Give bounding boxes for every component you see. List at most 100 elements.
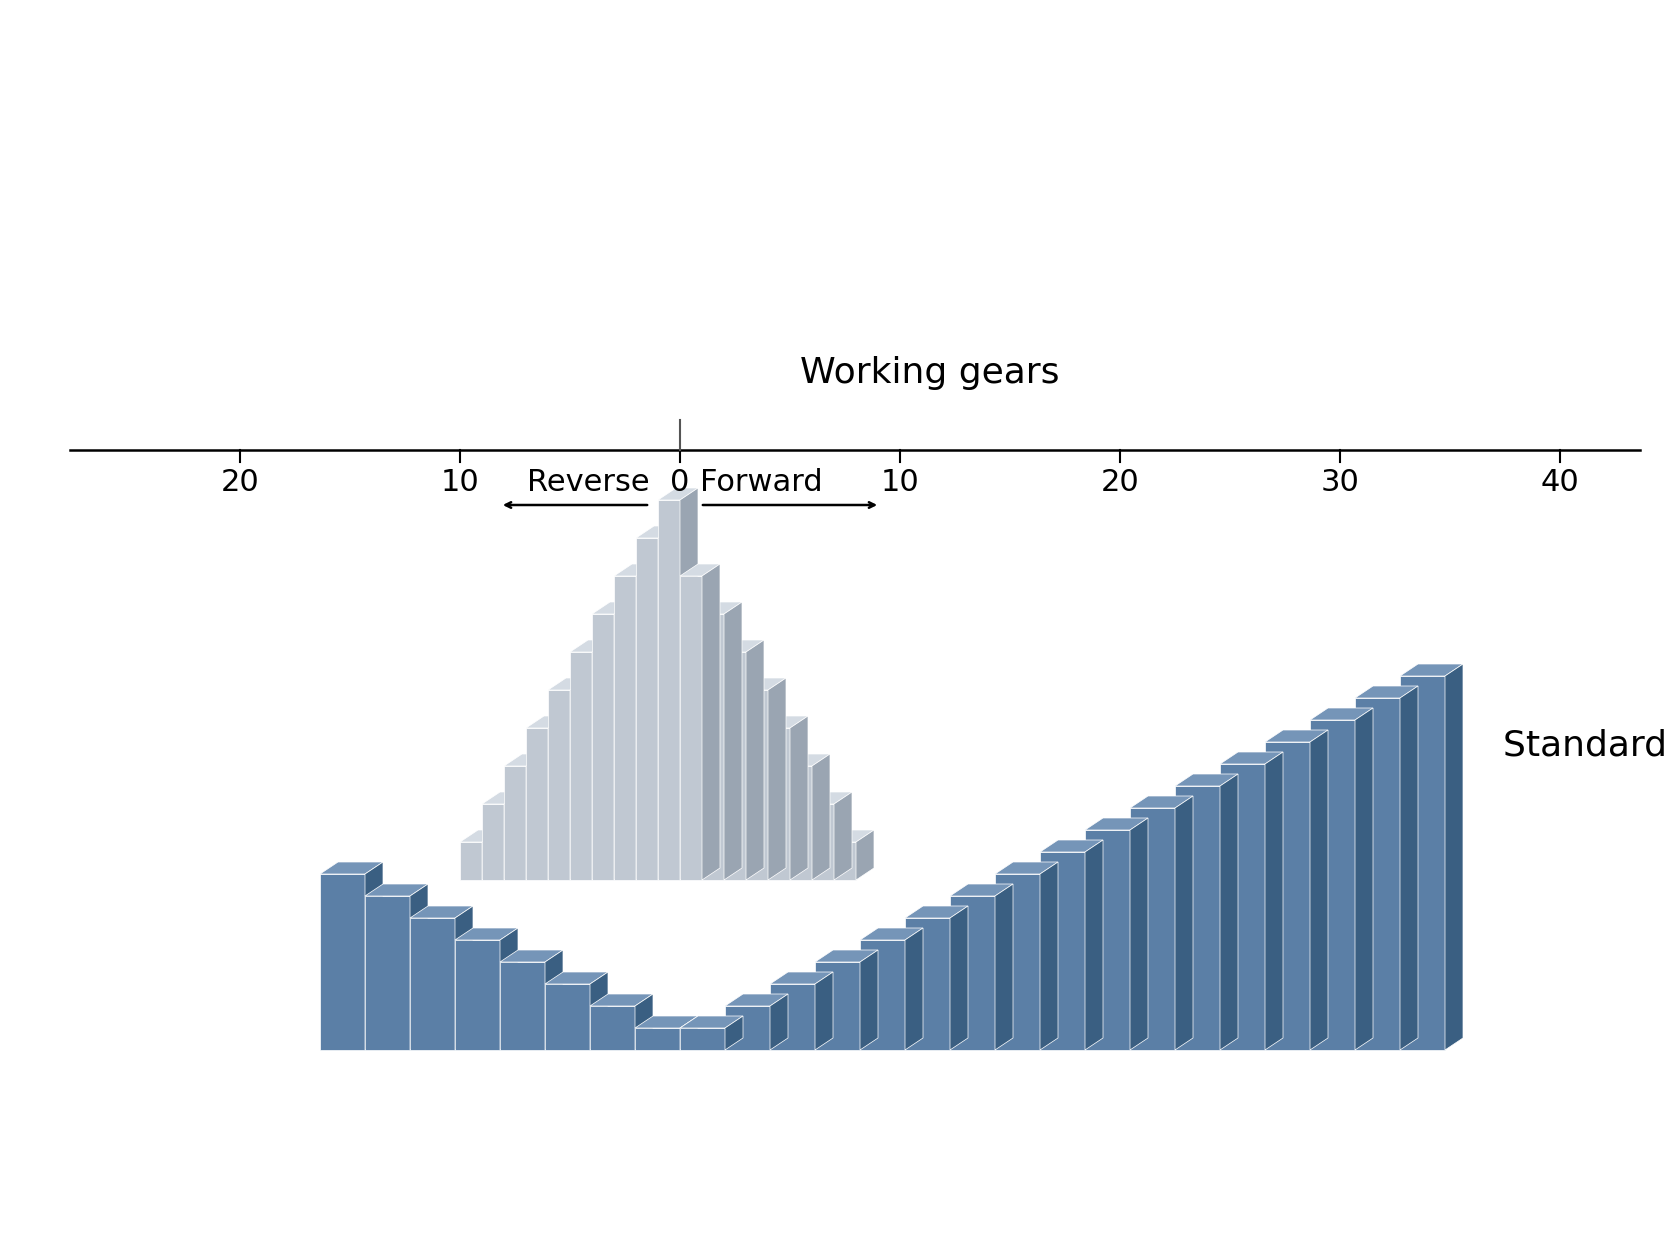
Polygon shape <box>1310 708 1373 719</box>
Text: 20: 20 <box>220 467 259 496</box>
Polygon shape <box>833 842 857 879</box>
Polygon shape <box>811 793 852 804</box>
Polygon shape <box>1220 764 1265 1050</box>
Polygon shape <box>637 525 675 538</box>
Polygon shape <box>949 885 1013 896</box>
Polygon shape <box>544 971 608 984</box>
Polygon shape <box>635 994 654 1050</box>
Polygon shape <box>906 929 922 1050</box>
Text: 10: 10 <box>440 467 479 496</box>
Polygon shape <box>659 500 680 879</box>
Polygon shape <box>1356 708 1373 1050</box>
Polygon shape <box>815 950 879 961</box>
Polygon shape <box>1445 664 1463 1050</box>
Polygon shape <box>460 830 501 842</box>
Polygon shape <box>590 971 608 1050</box>
Polygon shape <box>1220 752 1284 764</box>
Polygon shape <box>365 885 428 896</box>
Polygon shape <box>702 614 724 879</box>
Polygon shape <box>319 862 383 874</box>
Polygon shape <box>570 651 591 879</box>
Polygon shape <box>768 678 786 879</box>
Polygon shape <box>504 753 544 766</box>
Polygon shape <box>1399 664 1463 677</box>
Polygon shape <box>768 728 790 879</box>
Polygon shape <box>1131 818 1147 1050</box>
Polygon shape <box>613 576 637 879</box>
Polygon shape <box>659 525 675 879</box>
Polygon shape <box>482 830 501 879</box>
Polygon shape <box>790 753 830 766</box>
Polygon shape <box>1310 719 1356 1050</box>
Text: Standard gears: Standard gears <box>1504 730 1680 764</box>
Polygon shape <box>1131 796 1193 808</box>
Polygon shape <box>702 602 743 614</box>
Polygon shape <box>635 1028 680 1050</box>
Polygon shape <box>724 640 764 651</box>
Polygon shape <box>726 1016 743 1050</box>
Polygon shape <box>1174 774 1238 786</box>
Polygon shape <box>504 766 526 879</box>
Polygon shape <box>769 994 788 1050</box>
Polygon shape <box>746 690 768 879</box>
Polygon shape <box>501 929 517 1050</box>
Polygon shape <box>790 716 808 879</box>
Polygon shape <box>591 640 610 879</box>
Text: 30: 30 <box>1320 467 1359 496</box>
Polygon shape <box>768 716 808 728</box>
Polygon shape <box>482 793 522 804</box>
Polygon shape <box>680 1016 743 1028</box>
Polygon shape <box>1265 752 1284 1050</box>
Polygon shape <box>635 1016 697 1028</box>
Polygon shape <box>949 896 995 1050</box>
Text: 20: 20 <box>1100 467 1139 496</box>
Polygon shape <box>613 564 654 576</box>
Polygon shape <box>410 919 455 1050</box>
Polygon shape <box>544 950 563 1050</box>
Polygon shape <box>724 651 746 879</box>
Polygon shape <box>680 576 702 879</box>
Polygon shape <box>455 940 501 1050</box>
Polygon shape <box>613 602 632 879</box>
Polygon shape <box>857 830 874 879</box>
Polygon shape <box>769 984 815 1050</box>
Polygon shape <box>501 961 544 1050</box>
Polygon shape <box>501 950 563 961</box>
Polygon shape <box>860 940 906 1050</box>
Polygon shape <box>637 564 654 879</box>
Polygon shape <box>544 984 590 1050</box>
Polygon shape <box>1265 730 1327 742</box>
Polygon shape <box>1399 677 1445 1050</box>
Polygon shape <box>860 950 879 1050</box>
Polygon shape <box>590 1005 635 1050</box>
Polygon shape <box>526 753 544 879</box>
Polygon shape <box>570 640 610 651</box>
Polygon shape <box>811 804 833 879</box>
Polygon shape <box>724 602 743 879</box>
Polygon shape <box>1265 742 1310 1050</box>
Polygon shape <box>460 842 482 879</box>
Polygon shape <box>1040 852 1085 1050</box>
Polygon shape <box>726 1005 769 1050</box>
Polygon shape <box>1085 818 1147 830</box>
Polygon shape <box>790 766 811 879</box>
Text: 10: 10 <box>880 467 919 496</box>
Polygon shape <box>906 906 968 919</box>
Polygon shape <box>1310 730 1327 1050</box>
Polygon shape <box>548 678 588 690</box>
Polygon shape <box>504 793 522 879</box>
Polygon shape <box>365 896 410 1050</box>
Polygon shape <box>637 538 659 879</box>
Polygon shape <box>1040 862 1058 1050</box>
Polygon shape <box>365 862 383 1050</box>
Polygon shape <box>680 1016 697 1050</box>
Polygon shape <box>995 885 1013 1050</box>
Polygon shape <box>591 614 613 879</box>
Polygon shape <box>949 906 968 1050</box>
Polygon shape <box>1399 685 1418 1050</box>
Polygon shape <box>1174 786 1220 1050</box>
Polygon shape <box>1356 698 1399 1050</box>
Text: Forward: Forward <box>701 467 823 496</box>
Polygon shape <box>526 728 548 879</box>
Polygon shape <box>702 564 721 879</box>
